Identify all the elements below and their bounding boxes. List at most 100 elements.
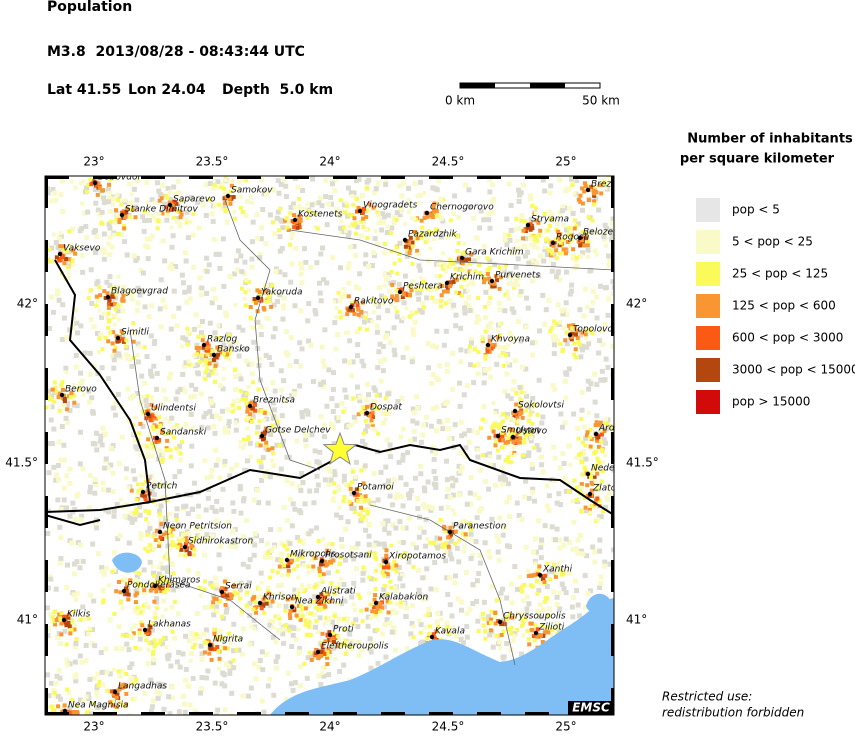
land-cell bbox=[300, 187, 306, 193]
land-cell bbox=[303, 259, 309, 265]
pop-cell bbox=[487, 338, 492, 343]
pop-cell bbox=[338, 555, 343, 560]
pop-cell bbox=[432, 237, 437, 242]
pop-cell bbox=[54, 255, 59, 260]
land-cell bbox=[585, 591, 591, 597]
pop-cell bbox=[402, 550, 407, 555]
land-cell bbox=[49, 441, 55, 447]
land-cell bbox=[57, 675, 63, 681]
land-cell bbox=[528, 195, 534, 201]
pop-cell bbox=[409, 310, 414, 315]
land-cell bbox=[248, 539, 254, 545]
land-cell bbox=[103, 565, 109, 571]
pop-cell bbox=[401, 292, 406, 297]
land-cell bbox=[564, 312, 570, 318]
pop-cell bbox=[303, 618, 308, 623]
land-cell bbox=[380, 593, 386, 599]
land-cell bbox=[290, 632, 296, 638]
pop-cell bbox=[270, 283, 275, 288]
pop-cell bbox=[485, 256, 490, 261]
land-cell bbox=[508, 647, 514, 653]
pop-cell bbox=[234, 648, 239, 653]
land-cell bbox=[275, 178, 281, 184]
land-cell bbox=[297, 484, 303, 490]
pop-cell bbox=[548, 329, 553, 334]
pop-cell bbox=[484, 268, 489, 273]
land-cell bbox=[500, 654, 506, 660]
land-cell bbox=[170, 233, 176, 239]
pop-cell bbox=[227, 592, 232, 597]
land-cell bbox=[557, 537, 563, 543]
land-cell bbox=[347, 631, 353, 637]
land-cell bbox=[74, 403, 80, 409]
pop-cell bbox=[509, 460, 514, 465]
pop-cell bbox=[476, 629, 481, 634]
land-cell bbox=[456, 214, 462, 220]
land-cell bbox=[391, 347, 397, 353]
land-cell bbox=[90, 409, 96, 415]
land-cell bbox=[268, 547, 274, 553]
pop-cell bbox=[351, 621, 356, 626]
pop-cell bbox=[73, 185, 78, 190]
land-cell bbox=[444, 620, 450, 626]
pop-cell bbox=[434, 214, 439, 219]
pop-cell bbox=[445, 289, 450, 294]
pop-cell bbox=[381, 411, 386, 416]
pop-cell bbox=[66, 612, 71, 617]
land-cell bbox=[435, 377, 441, 383]
pop-cell bbox=[134, 577, 139, 582]
land-cell bbox=[225, 423, 231, 429]
land-cell bbox=[247, 440, 253, 446]
pop-cell bbox=[201, 345, 206, 350]
pop-cell bbox=[395, 271, 400, 276]
land-cell bbox=[45, 672, 51, 678]
pop-cell bbox=[126, 597, 131, 602]
land-cell bbox=[458, 274, 464, 280]
land-cell bbox=[555, 270, 561, 276]
land-cell bbox=[290, 230, 296, 236]
land-cell bbox=[204, 290, 210, 296]
pop-cell bbox=[420, 231, 425, 236]
pop-cell bbox=[66, 270, 71, 275]
land-cell bbox=[48, 680, 54, 686]
pop-cell bbox=[298, 218, 303, 223]
land-cell bbox=[267, 603, 273, 609]
land-cell bbox=[305, 318, 311, 324]
land-cell bbox=[74, 330, 80, 336]
pop-cell bbox=[506, 627, 511, 632]
land-cell bbox=[65, 401, 71, 407]
land-cell bbox=[147, 474, 153, 480]
land-cell bbox=[442, 400, 448, 406]
pop-cell bbox=[275, 570, 280, 575]
pop-cell bbox=[262, 610, 267, 615]
land-cell bbox=[190, 426, 196, 432]
pop-cell bbox=[381, 565, 386, 570]
pop-cell bbox=[604, 243, 609, 248]
pop-cell bbox=[47, 394, 52, 399]
pop-cell bbox=[154, 585, 159, 590]
pop-cell bbox=[547, 209, 552, 214]
pop-cell bbox=[304, 620, 309, 625]
land-cell bbox=[501, 444, 507, 450]
land-cell bbox=[80, 466, 86, 472]
pop-cell bbox=[228, 189, 233, 194]
pop-cell bbox=[155, 606, 160, 611]
land-cell bbox=[512, 358, 518, 364]
pop-cell bbox=[366, 498, 371, 503]
land-cell bbox=[58, 506, 64, 512]
land-cell bbox=[200, 202, 206, 208]
pop-cell bbox=[589, 480, 594, 485]
pop-cell bbox=[308, 611, 313, 616]
land-cell bbox=[604, 225, 610, 231]
land-cell bbox=[236, 324, 242, 330]
pop-cell bbox=[290, 596, 295, 601]
pop-cell bbox=[160, 614, 165, 619]
land-cell bbox=[168, 663, 174, 669]
land-cell bbox=[177, 386, 183, 392]
land-cell bbox=[569, 282, 575, 288]
pop-cell bbox=[116, 284, 121, 289]
land-cell bbox=[329, 201, 335, 207]
land-cell bbox=[151, 340, 157, 346]
land-cell bbox=[331, 441, 337, 447]
land-cell bbox=[266, 355, 272, 361]
